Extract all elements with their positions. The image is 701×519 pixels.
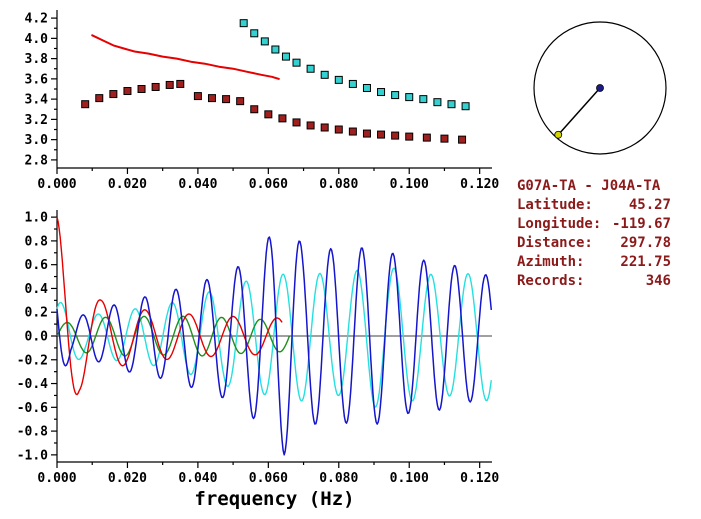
green-trace xyxy=(56,315,291,357)
great-circle-outline xyxy=(533,21,667,155)
x-tick-label: 0.060 xyxy=(249,177,288,192)
y-tick-label: 3.6 xyxy=(25,72,49,87)
records-value: 346 xyxy=(645,273,671,289)
red-dispersion-line xyxy=(91,34,280,80)
x-tick-label: 0.040 xyxy=(178,471,217,486)
info-row-longitude: Longitude: -119.67 xyxy=(517,215,671,234)
cross-spectrum-plot[interactable]: 0.000 0.020 0.040 0.060 0.080 0.100 0.120 -1.0 -… xyxy=(0,196,500,518)
x-tick-label: 0.040 xyxy=(178,177,217,192)
y-tick-label: 3.2 xyxy=(25,113,48,128)
y-tick-label: 0.6 xyxy=(25,258,49,273)
y-tick-label: -0.4 xyxy=(17,377,48,392)
y-tick-label: 1.0 xyxy=(25,211,49,226)
records-label: Records: xyxy=(517,273,585,289)
x-tick-label: 0.060 xyxy=(249,471,288,486)
distance-value: 297.78 xyxy=(620,235,671,251)
azimuth-dial xyxy=(533,21,667,155)
x-tick-label: 0.000 xyxy=(37,471,76,486)
info-row-latitude: Latitude: 45.27 xyxy=(517,196,671,215)
remote-station-dot xyxy=(554,130,563,139)
azimuth-value: 221.75 xyxy=(620,254,671,270)
red-trace xyxy=(56,216,283,396)
y-tick-label: 0.0 xyxy=(25,330,49,345)
y-tick-label: 3.4 xyxy=(25,93,49,108)
latitude-value: 45.27 xyxy=(628,197,671,213)
y-tick-label: 0.2 xyxy=(25,306,48,321)
x-tick-label: 0.000 xyxy=(37,177,76,192)
cyan-trace xyxy=(56,267,492,408)
station-info-panel: G07A-TA - J04A-TA Latitude: 45.27 Longit… xyxy=(517,177,671,291)
x-tick-label: 0.100 xyxy=(390,177,429,192)
y-tick-label: 2.8 xyxy=(25,153,49,168)
x-tick-label: 0.020 xyxy=(108,177,147,192)
y-tick-label: -1.0 xyxy=(17,448,48,463)
x-tick-label: 0.020 xyxy=(108,471,147,486)
y-tick-label: -0.2 xyxy=(17,353,48,368)
azimuth-label: Azimuth: xyxy=(517,254,585,270)
station-pair-title: G07A-TA - J04A-TA xyxy=(517,178,661,194)
axes xyxy=(51,10,492,174)
x-axis-label: frequency (Hz) xyxy=(194,488,354,510)
dispersion-curve-plot[interactable]: 0.000 0.020 0.040 0.060 0.080 0.100 0.120 2.8 3.… xyxy=(0,0,500,194)
cyan-square-dispersion xyxy=(239,19,470,111)
info-row-azimuth: Azimuth: 221.75 xyxy=(517,253,671,272)
x-tick-label: 0.080 xyxy=(319,471,358,486)
dark-red-square-dispersion xyxy=(81,79,467,144)
y-tick-label: 4.2 xyxy=(25,12,48,27)
azimuth-line xyxy=(557,87,601,136)
y-tick-label: 3.0 xyxy=(25,133,49,148)
y-tick-label: -0.6 xyxy=(17,401,48,416)
y-tick-label: 3.8 xyxy=(25,52,49,67)
latitude-label: Latitude: xyxy=(517,197,593,213)
y-tick-label: 0.8 xyxy=(25,234,49,249)
info-row-distance: Distance: 297.78 xyxy=(517,234,671,253)
center-station-dot xyxy=(596,84,604,92)
blue-trace xyxy=(56,236,493,456)
info-row-records: Records: 346 xyxy=(517,272,671,291)
distance-label: Distance: xyxy=(517,235,593,251)
longitude-value: -119.67 xyxy=(611,216,671,232)
y-tick-label: 0.4 xyxy=(25,282,49,297)
x-tick-label: 0.120 xyxy=(460,177,499,192)
x-tick-label: 0.120 xyxy=(460,471,499,486)
y-tick-label: 4.0 xyxy=(25,32,49,47)
longitude-label: Longitude: xyxy=(517,216,602,232)
x-tick-label: 0.080 xyxy=(319,177,358,192)
x-tick-label: 0.100 xyxy=(390,471,429,486)
y-tick-label: -0.8 xyxy=(17,425,48,440)
